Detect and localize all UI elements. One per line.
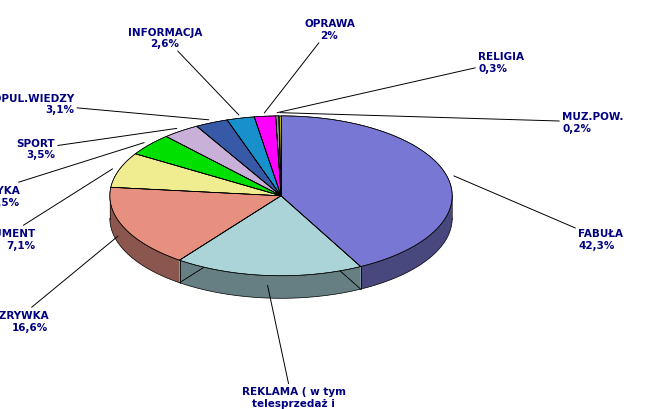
Polygon shape: [180, 261, 360, 299]
Text: FABUŁA
42,3%: FABUŁA 42,3%: [454, 176, 623, 250]
Polygon shape: [135, 137, 281, 196]
Text: RELIGIA
0,3%: RELIGIA 0,3%: [277, 52, 524, 113]
Text: OPRAWA
2%: OPRAWA 2%: [264, 19, 355, 114]
Polygon shape: [110, 188, 281, 261]
Text: ROZRYWKA
16,6%: ROZRYWKA 16,6%: [0, 236, 118, 332]
Polygon shape: [279, 117, 281, 196]
Polygon shape: [110, 197, 180, 283]
Text: SPORT
3,5%: SPORT 3,5%: [16, 129, 177, 160]
Text: INFORMACJA
2,6%: INFORMACJA 2,6%: [127, 27, 239, 116]
Polygon shape: [196, 121, 281, 196]
Text: REKLAMA ( w tym
telesprzedaż i
autopromocja)
17,8%: REKLAMA ( w tym telesprzedaż i autopromo…: [242, 286, 346, 409]
Polygon shape: [276, 117, 281, 196]
Polygon shape: [360, 197, 452, 290]
Polygon shape: [281, 117, 452, 267]
Text: DOKUMENT
7,1%: DOKUMENT 7,1%: [0, 169, 112, 250]
Polygon shape: [227, 117, 281, 196]
Polygon shape: [255, 117, 281, 196]
Text: MUZ.POW.
0,2%: MUZ.POW. 0,2%: [280, 112, 623, 133]
Polygon shape: [180, 196, 360, 276]
Text: PUBLICYSTYKA
4,5%: PUBLICYSTYKA 4,5%: [0, 143, 144, 207]
Polygon shape: [111, 155, 281, 196]
Polygon shape: [166, 127, 281, 196]
Text: POPUL.WIEDZY
3,1%: POPUL.WIEDZY 3,1%: [0, 94, 209, 121]
